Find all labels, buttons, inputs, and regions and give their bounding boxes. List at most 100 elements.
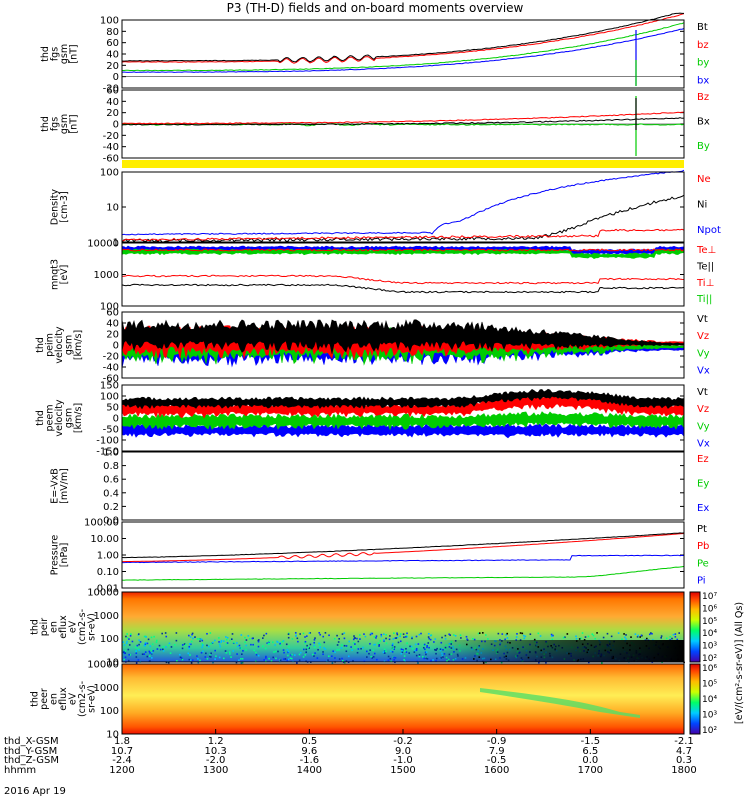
panel-frame [121, 451, 685, 521]
spec-pixel [353, 635, 355, 637]
spec-pixel [225, 638, 228, 641]
spec-pixel [529, 633, 532, 636]
spec-pixel [343, 637, 346, 640]
spec-pixel [434, 638, 437, 640]
legend-entry: Vx [697, 366, 710, 377]
series-te-perp [121, 248, 685, 252]
spec-pixel [343, 632, 346, 634]
spec-pixel [396, 633, 399, 636]
y-axis-label: [nT] [68, 44, 79, 63]
spec-pixel [466, 638, 468, 641]
spec-pixel [192, 637, 194, 640]
spec-pixel [562, 636, 565, 639]
footer-value: 10.7 [110, 745, 134, 757]
spec-pixel [575, 637, 578, 640]
y-axis-label: velocity [54, 326, 65, 364]
y-axis-label: E=-VxB [49, 468, 60, 503]
spec-pixel [265, 632, 268, 635]
spec-pixel [147, 638, 150, 641]
spec-pixel [504, 638, 506, 641]
spec-pixel [188, 634, 190, 637]
spec-pixel [322, 635, 325, 638]
spec-pixel [519, 632, 522, 634]
y-axis-label: [nT] [68, 114, 79, 133]
spec-pixel [591, 633, 594, 635]
spec-pixel [135, 661, 138, 664]
y-axis-label: thd [35, 410, 46, 426]
footer-value: 1300 [202, 764, 229, 776]
spec-pixel [369, 633, 372, 636]
y-tick-label: 0 [113, 120, 119, 131]
spec-pixel [592, 634, 595, 637]
y-tick-label: 0.01 [97, 584, 119, 595]
y-tick-label: 0.10 [97, 567, 119, 578]
spec-pixel [472, 638, 474, 640]
y-axis-label: peem [45, 405, 56, 432]
spec-pixel [454, 634, 457, 637]
date-label: 2016 Apr 19 [4, 786, 66, 797]
y-axis-label: gsm [64, 408, 75, 428]
y-axis-label: (cm2-s- [77, 609, 88, 645]
y-axis-label: eV [68, 620, 79, 633]
spec-pixel [130, 633, 132, 636]
y-tick-label: -20 [103, 352, 119, 363]
spec-pixel [473, 638, 476, 641]
series-ne [121, 228, 685, 242]
spec-pixel [430, 634, 432, 637]
spec-pixel [296, 637, 299, 640]
y-tick-label: 60 [106, 308, 119, 319]
spec-pixel [465, 635, 468, 638]
y-axis-label: eflux [58, 615, 69, 639]
footer-value: 1200 [109, 764, 135, 776]
footer-value: 4.7 [676, 745, 692, 757]
spec-pixel [388, 638, 391, 641]
spec-pixel [402, 633, 405, 635]
spec-pixel [291, 638, 294, 640]
colorbar-tick: 10⁴ [702, 695, 717, 705]
spec-pixel [309, 632, 312, 634]
y-axis-label: peer [39, 688, 50, 710]
spec-pixel [403, 636, 405, 639]
spec-pixel [417, 661, 419, 664]
spec-pixel [375, 635, 378, 637]
spec-pixel [396, 636, 399, 639]
spec-pixel [625, 634, 627, 636]
panel-frame [121, 384, 685, 452]
spec-pixel [299, 633, 301, 635]
spec-pixel [584, 636, 587, 638]
spec-pixel [406, 632, 408, 635]
colorbar-tick: 10² [702, 726, 717, 736]
spec-pixel [587, 635, 590, 638]
spec-pixel [128, 638, 130, 640]
spec-pixel [240, 661, 243, 664]
legend-entry: Vt [697, 314, 708, 325]
spec-pixel [125, 635, 127, 638]
spec-pixel [427, 632, 430, 635]
spec-pixel [364, 635, 367, 638]
legend-entry: Vx [697, 439, 710, 450]
spec-pixel [306, 635, 308, 637]
legend-entry: Vy [697, 348, 710, 359]
spec-pixel [129, 635, 132, 637]
footer-value: -2.1 [674, 736, 694, 747]
colorbar-tick: 10⁶ [702, 604, 717, 614]
legend-entry: Pb [697, 541, 709, 552]
spec-pixel [660, 636, 662, 639]
y-tick-label: -20 [103, 131, 119, 142]
y-tick-label: 10000 [87, 588, 119, 599]
legend-entry: Ti⊥ [696, 278, 714, 289]
legend-entry: Pi [697, 576, 706, 587]
y-tick-label: 20 [106, 108, 119, 119]
spec-pixel [225, 636, 227, 638]
spec-pixel [247, 635, 250, 637]
y-axis-label: [km/s] [73, 330, 84, 360]
spec-pixel [637, 634, 639, 637]
y-axis-label: (cm2-s- [77, 681, 88, 717]
spec-pixel [196, 638, 199, 640]
y-tick-label: 10000 [87, 239, 119, 250]
spec-pixel [602, 636, 605, 639]
spec-pixel [623, 633, 625, 635]
footer-value: 1.2 [207, 736, 224, 747]
spec-pixel [302, 632, 305, 635]
y-axis-label: [eV] [59, 265, 70, 285]
